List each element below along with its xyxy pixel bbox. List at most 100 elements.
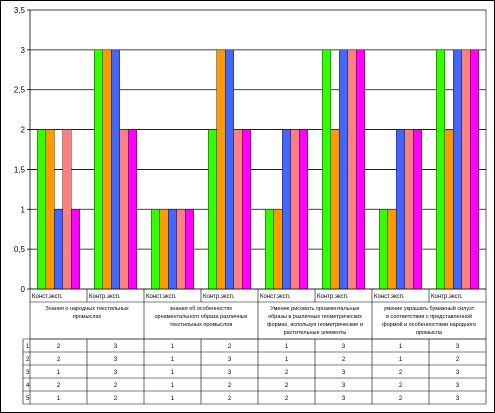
data-cell: 2 bbox=[228, 396, 232, 402]
data-cell: 2 bbox=[285, 370, 289, 376]
data-cell: 3 bbox=[456, 396, 460, 402]
bar bbox=[54, 209, 63, 290]
bar bbox=[436, 49, 445, 290]
bar bbox=[282, 129, 291, 290]
data-cell: 1 bbox=[285, 357, 289, 363]
bar bbox=[159, 209, 169, 290]
data-cell: 2 bbox=[285, 396, 289, 402]
bar bbox=[128, 129, 137, 290]
group-label: в соответствии с представленной bbox=[386, 313, 472, 320]
data-cell: 1 bbox=[171, 370, 175, 376]
bar bbox=[379, 209, 388, 290]
bar bbox=[102, 49, 112, 290]
data-cell: 1 bbox=[171, 357, 175, 363]
data-cell: 2 bbox=[342, 357, 346, 363]
data-cell: 1 bbox=[399, 357, 403, 363]
group-label: образы в различных геометрических bbox=[268, 314, 362, 320]
y-tick-label: 2,5 bbox=[14, 86, 26, 95]
data-cell: 3 bbox=[456, 370, 460, 376]
y-tick-label: 3,5 bbox=[14, 6, 26, 15]
data-cell: 3 bbox=[342, 344, 346, 350]
data-cell: 1 bbox=[399, 344, 403, 350]
bar bbox=[453, 49, 462, 290]
bar bbox=[461, 49, 471, 290]
data-cell: 1 bbox=[57, 396, 61, 402]
group-label: знания об особенностях bbox=[170, 306, 232, 312]
bar bbox=[216, 49, 226, 290]
bar bbox=[299, 129, 308, 290]
data-cell: 3 bbox=[342, 383, 346, 389]
bar bbox=[356, 49, 365, 290]
data-cell: 1 bbox=[171, 383, 175, 389]
data-cell: 3 bbox=[342, 396, 346, 402]
category-label: Конст.эксп. bbox=[146, 294, 177, 300]
bar bbox=[225, 49, 234, 290]
data-cell: 2 bbox=[57, 383, 61, 389]
data-cell: 3 bbox=[114, 357, 118, 363]
bar bbox=[208, 129, 217, 290]
data-cell: 1 bbox=[171, 344, 175, 350]
group-label: орнаментального образа различных bbox=[154, 314, 247, 320]
y-tick-label: 2 bbox=[21, 126, 26, 135]
data-cell: 3 bbox=[342, 370, 346, 376]
series-label: 4 bbox=[26, 383, 30, 389]
group-label: текстильных промыслов bbox=[170, 322, 233, 328]
data-cell: 2 bbox=[456, 357, 460, 363]
y-tick-label: 0 bbox=[21, 285, 26, 294]
bar bbox=[322, 49, 331, 290]
category-label: Контр.эксп. bbox=[89, 294, 121, 300]
data-cell: 3 bbox=[114, 344, 118, 350]
bar bbox=[185, 209, 194, 290]
group-label: формах, используя геометрические и bbox=[267, 322, 363, 328]
series-label: 5 bbox=[26, 396, 30, 402]
bar bbox=[387, 209, 397, 290]
bar bbox=[111, 49, 120, 290]
group-label: промыслах bbox=[73, 314, 102, 320]
bar bbox=[330, 129, 340, 290]
data-cell: 2 bbox=[114, 396, 118, 402]
data-cell: 2 bbox=[399, 370, 403, 376]
bar bbox=[168, 209, 177, 290]
data-cell: 3 bbox=[456, 383, 460, 389]
data-cell: 2 bbox=[57, 357, 61, 363]
bar bbox=[339, 49, 348, 290]
y-tick-label: 1,5 bbox=[14, 165, 26, 174]
category-label: Контр.эксп. bbox=[203, 294, 235, 300]
y-tick-label: 0,5 bbox=[14, 245, 26, 254]
group-label: Знания о народных текстильных bbox=[45, 306, 129, 312]
data-cell: 2 bbox=[114, 383, 118, 389]
group-label: формой и особенностями народного bbox=[382, 321, 476, 328]
bar bbox=[290, 129, 300, 290]
data-cell: 2 bbox=[285, 383, 289, 389]
category-label: Конст.эксп. bbox=[260, 294, 291, 300]
group-label: умение украшать бумажный силуэт bbox=[384, 305, 475, 312]
data-cell: 3 bbox=[114, 370, 118, 376]
series-label: 3 bbox=[26, 370, 30, 376]
category-label: Конст.эксп. bbox=[374, 294, 405, 300]
group-label: Умение рисовать орнаментальные bbox=[270, 306, 359, 312]
group-label: растительные элементы bbox=[284, 330, 347, 336]
bar bbox=[37, 129, 46, 290]
group-label: промысла bbox=[416, 330, 443, 336]
bar bbox=[233, 129, 243, 290]
bar bbox=[347, 49, 357, 290]
data-cell: 3 bbox=[228, 370, 232, 376]
bar bbox=[62, 129, 72, 290]
data-cell: 2 bbox=[399, 396, 403, 402]
data-cell: 3 bbox=[456, 344, 460, 350]
data-cell: 3 bbox=[228, 357, 232, 363]
bar bbox=[242, 129, 251, 290]
data-cell: 1 bbox=[285, 344, 289, 350]
category-label: Контр.эксп. bbox=[431, 294, 463, 300]
bar bbox=[151, 209, 160, 290]
bar bbox=[176, 209, 186, 290]
bar bbox=[45, 129, 55, 290]
bar bbox=[273, 209, 283, 290]
bar bbox=[94, 49, 103, 290]
data-cell: 2 bbox=[228, 383, 232, 389]
data-cell: 2 bbox=[228, 344, 232, 350]
data-cell: 2 bbox=[57, 344, 61, 350]
bar bbox=[404, 129, 414, 290]
data-cell: 1 bbox=[171, 396, 175, 402]
